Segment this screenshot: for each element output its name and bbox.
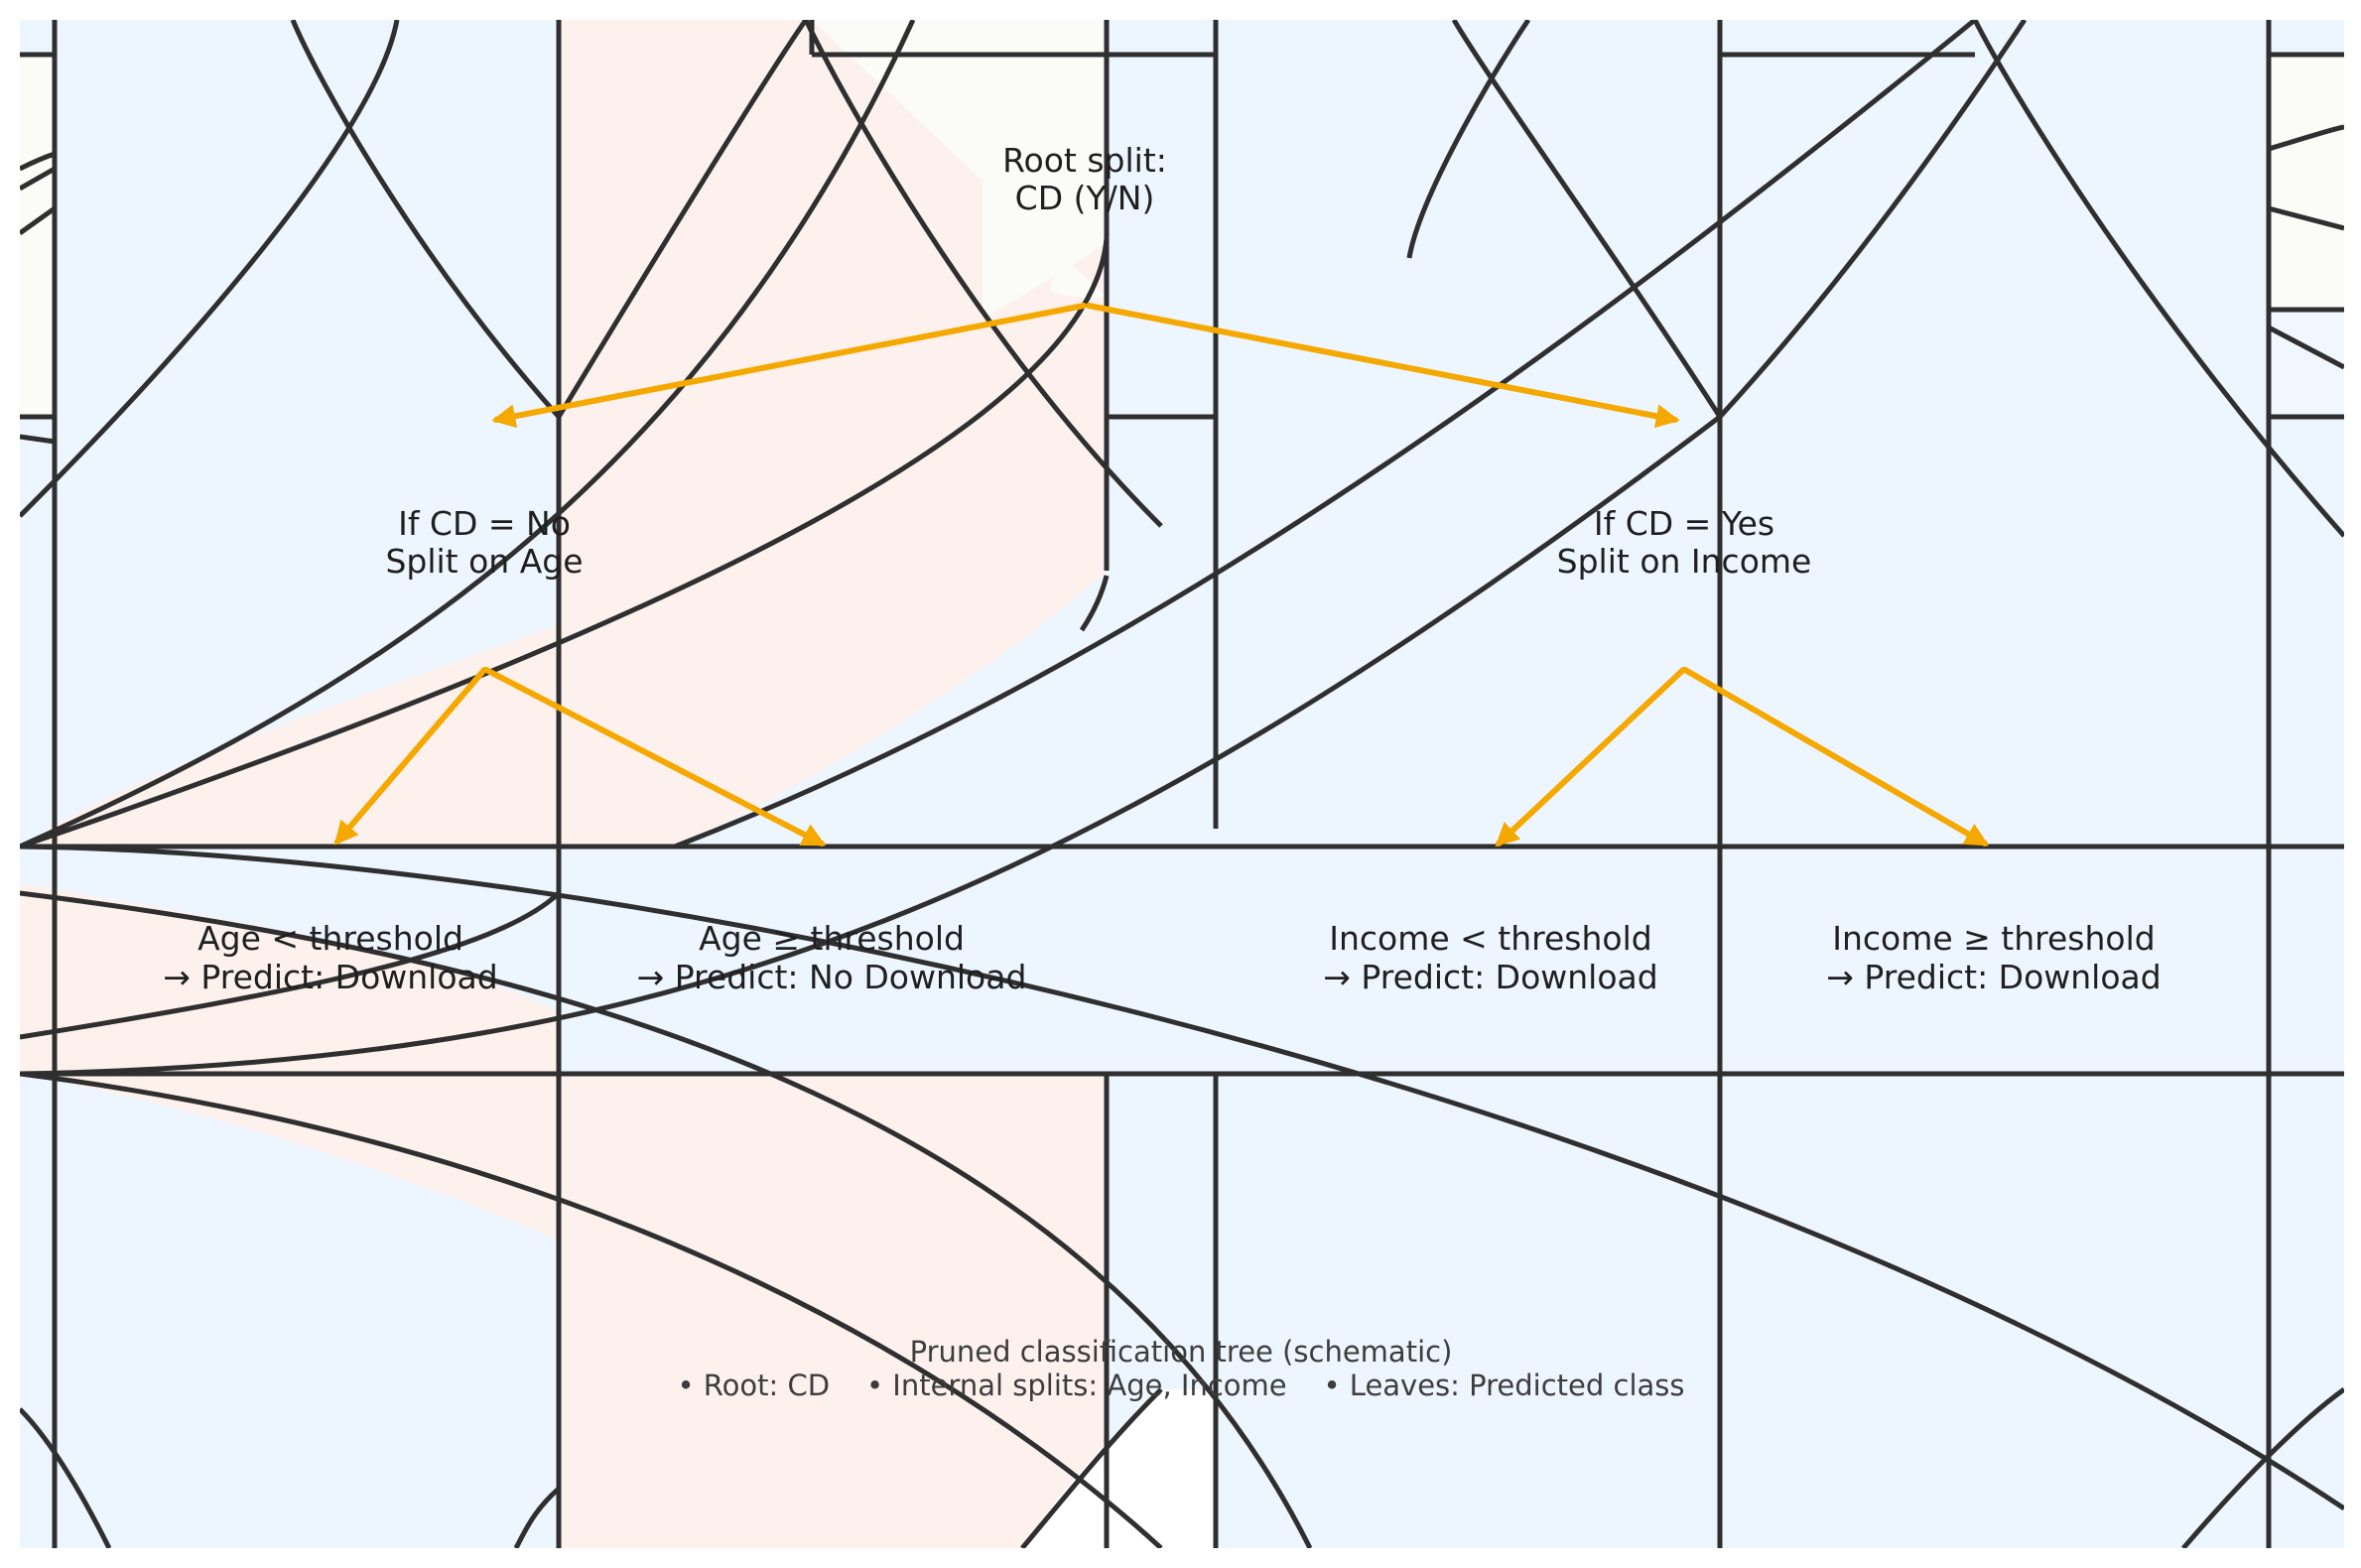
edge-root-to-left <box>491 303 1087 429</box>
background-pattern <box>20 20 2344 1548</box>
edge-left-to-leaf2 <box>483 667 827 847</box>
internal-node-right: If CD = Yes Split on Income <box>1557 504 1812 581</box>
caption-line1: Pruned classification tree (schematic) <box>910 1335 1453 1369</box>
cream-panel-left <box>20 55 55 417</box>
leaf-node-3-line1: Income < threshold <box>1329 919 1651 958</box>
caption-line2: • Root: CD • Internal splits: Age, Incom… <box>677 1369 1684 1402</box>
leaf-node-1-line2: → Predict: Download <box>163 958 497 996</box>
leaf-node-2-line1: Age ≥ threshold <box>699 919 965 958</box>
cream-panel-top <box>812 20 1107 318</box>
internal-node-left-line1: If CD = No <box>398 504 571 543</box>
leaf-node-4-line1: Income ≥ threshold <box>1832 919 2155 958</box>
pink-panel-leaf-left <box>20 883 559 1074</box>
leaf-node-1: Age < threshold → Predict: Download <box>163 919 497 996</box>
caption: Pruned classification tree (schematic) •… <box>677 1335 1684 1402</box>
pink-panel-left-curve <box>20 20 794 847</box>
edge-right-to-leaf3 <box>1495 667 1686 848</box>
root-node-line1: Root split: <box>1002 141 1167 180</box>
root-node-line2: CD (Y/N) <box>1015 179 1155 217</box>
leaf-node-4: Income ≥ threshold → Predict: Download <box>1826 919 2161 996</box>
edge-left-to-leaf1 <box>333 667 487 846</box>
internal-node-right-line2: Split on Income <box>1557 542 1812 581</box>
leaf-node-2: Age ≥ threshold → Predict: No Download <box>637 919 1027 996</box>
leaf-node-4-line2: → Predict: Download <box>1826 958 2161 996</box>
pink-panel-bottom <box>20 1074 1161 1548</box>
leaf-node-2-line2: → Predict: No Download <box>637 958 1027 996</box>
white-patch-bottom <box>1022 1389 1216 1548</box>
internal-node-right-line1: If CD = Yes <box>1594 504 1774 543</box>
leaf-node-3: Income < threshold → Predict: Download <box>1323 919 1657 996</box>
internal-node-left: If CD = No Split on Age <box>385 504 583 581</box>
leaf-node-1-line1: Age < threshold <box>197 919 463 958</box>
blue-overlay-curve <box>675 571 1107 847</box>
leaf-node-3-line2: → Predict: Download <box>1323 958 1657 996</box>
root-node: Root split: CD (Y/N) <box>1002 141 1167 217</box>
edge-root-to-right <box>1086 303 1680 429</box>
edge-right-to-leaf4 <box>1682 667 1990 847</box>
internal-node-left-line2: Split on Age <box>385 542 583 581</box>
